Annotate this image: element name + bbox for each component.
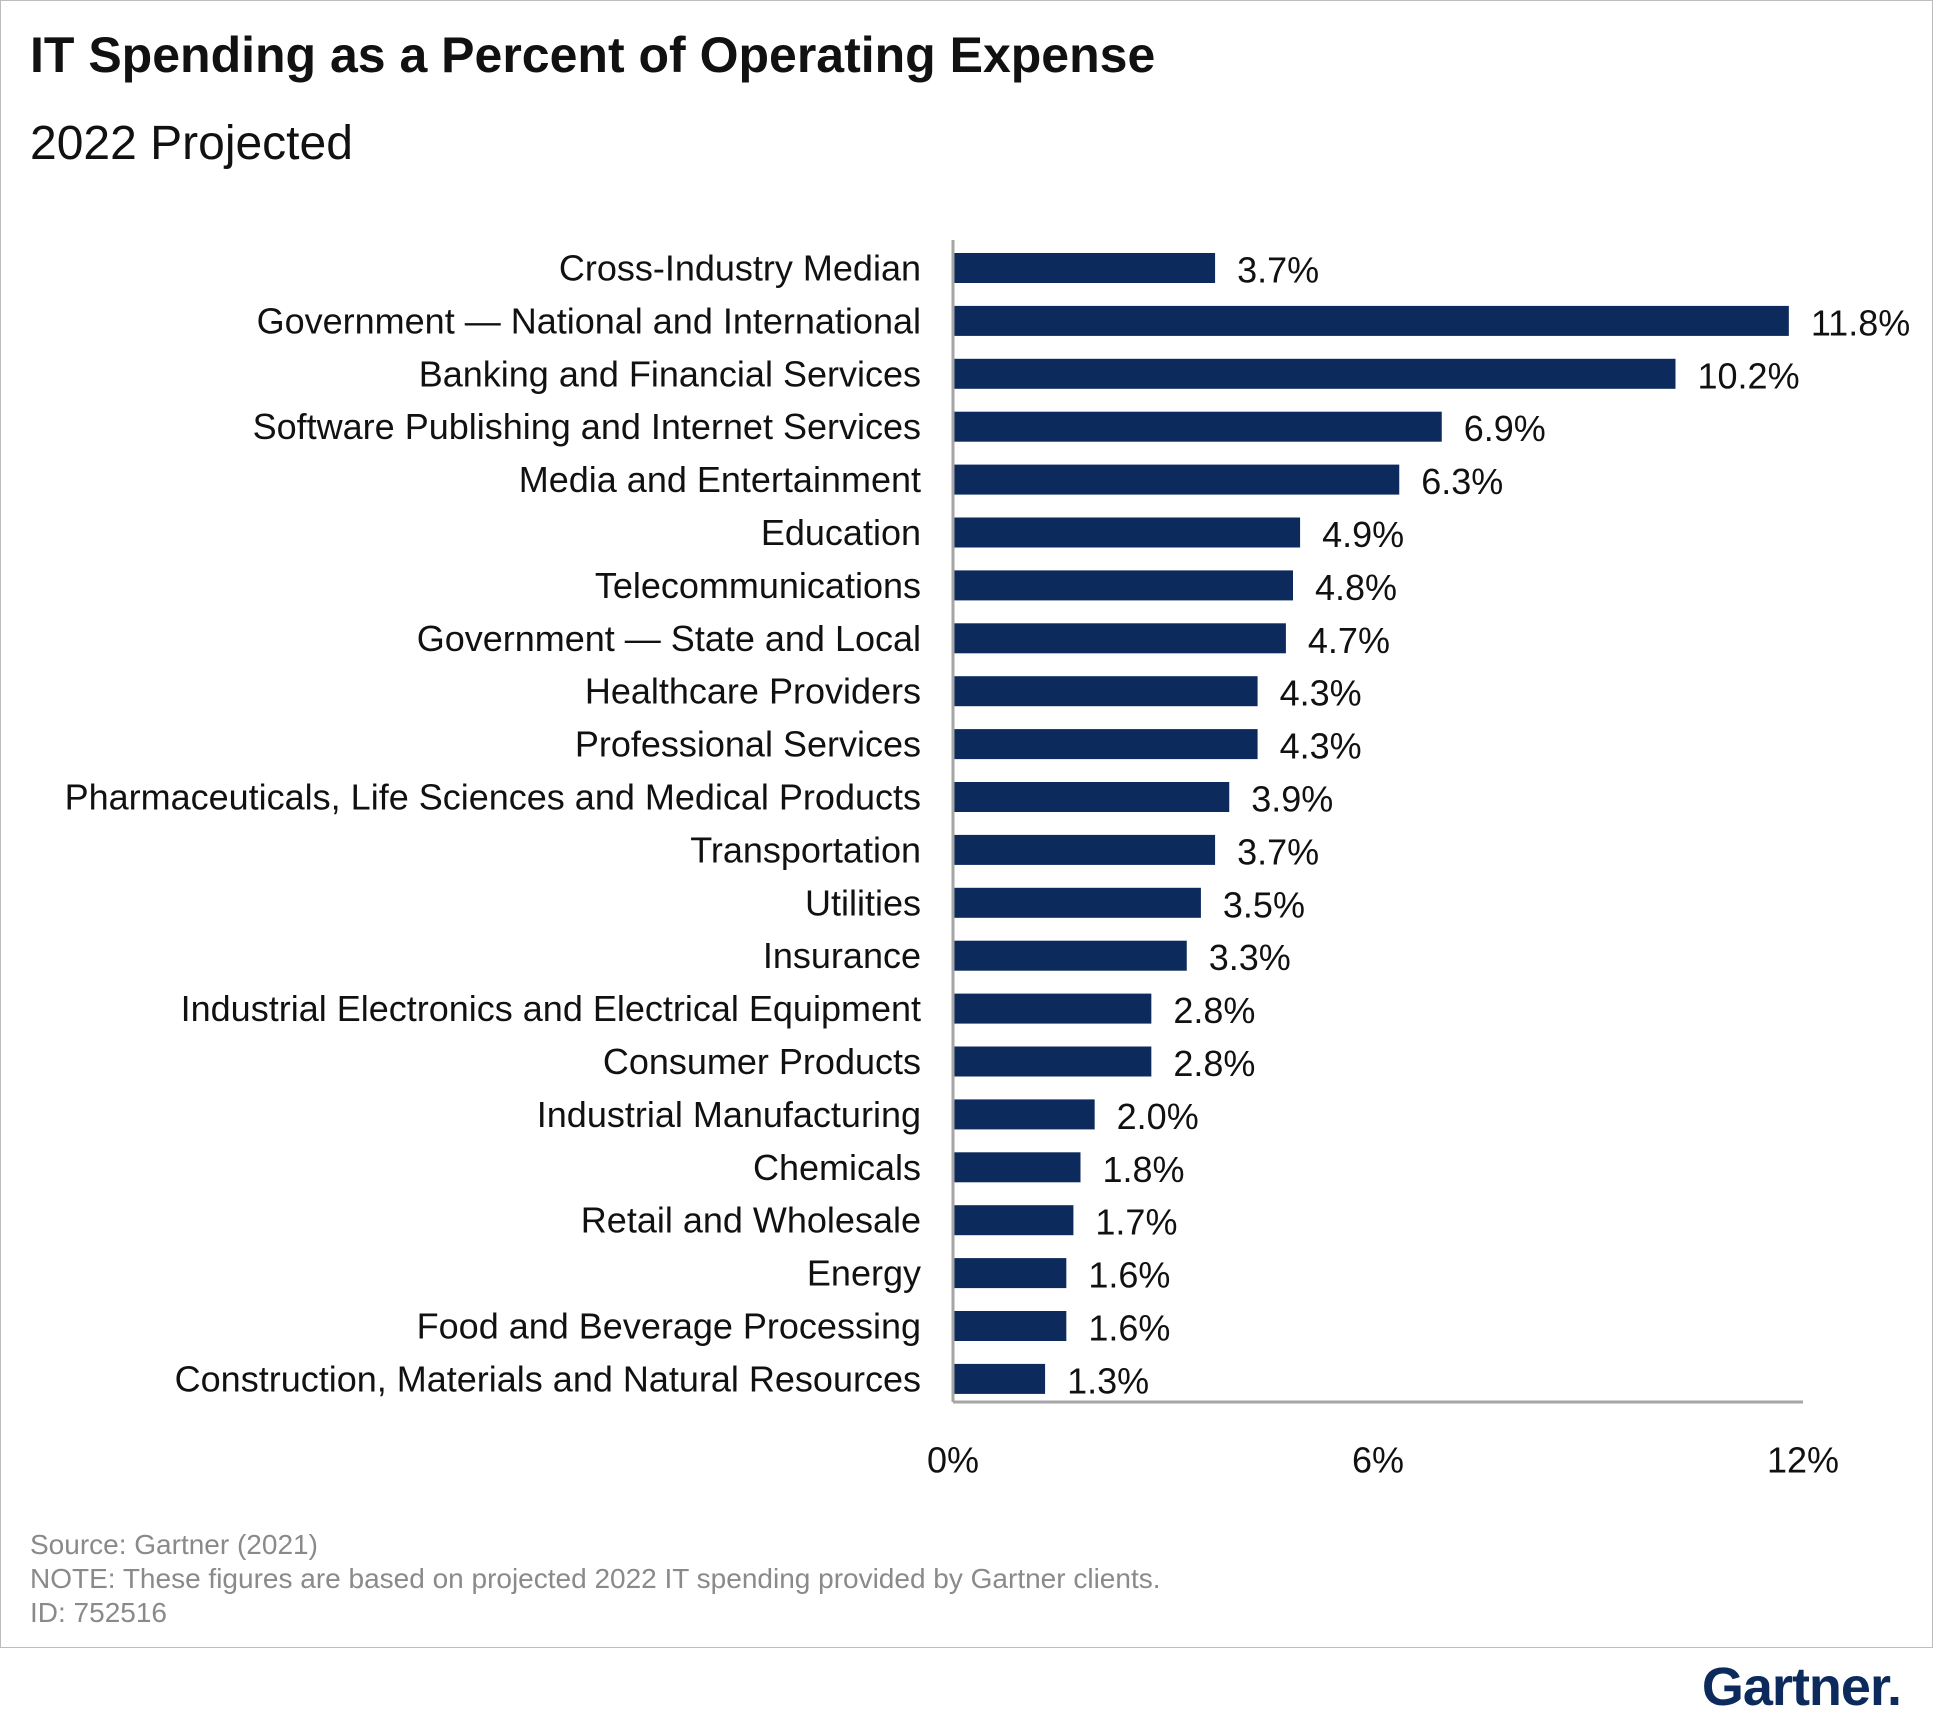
value-label: 1.6% <box>1088 1308 1170 1349</box>
value-label: 11.8% <box>1811 302 1910 343</box>
source-note: Source: Gartner (2021) <box>30 1529 318 1560</box>
bar <box>953 623 1286 654</box>
logo-mark: . <box>1886 1657 1902 1717</box>
category-label: Media and Entertainment <box>519 459 921 500</box>
category-label: Industrial Manufacturing <box>537 1094 921 1135</box>
value-label: 6.3% <box>1421 461 1503 502</box>
bar <box>953 729 1258 760</box>
chart-id: ID: 752516 <box>30 1597 167 1628</box>
bar <box>953 358 1676 389</box>
value-label: 2.8% <box>1173 990 1255 1031</box>
bar <box>953 834 1216 865</box>
category-label: Utilities <box>805 882 921 923</box>
bar <box>953 464 1400 495</box>
category-label: Construction, Materials and Natural Reso… <box>175 1358 921 1399</box>
bar <box>953 517 1301 548</box>
value-label: 3.7% <box>1237 831 1319 872</box>
bar <box>953 1363 1046 1394</box>
bar <box>953 1205 1074 1236</box>
bar-chart: Cross-Industry Median 3.7% Government — Na… <box>65 240 1910 1481</box>
category-label: Healthcare Providers <box>585 671 921 712</box>
bar <box>953 411 1442 442</box>
value-label: 6.9% <box>1464 408 1546 449</box>
value-label: 4.3% <box>1280 726 1362 767</box>
logo-text: Gartner <box>1701 1657 1888 1717</box>
category-label: Retail and Wholesale <box>581 1200 921 1241</box>
bar <box>953 887 1201 918</box>
value-label: 1.3% <box>1067 1360 1149 1401</box>
bar <box>953 782 1230 812</box>
category-label: Cross-Industry Median <box>559 248 921 289</box>
category-label: Transportation <box>690 829 921 870</box>
bar <box>953 1152 1081 1183</box>
bar <box>953 940 1187 971</box>
value-label: 3.3% <box>1209 937 1291 978</box>
value-label: 2.0% <box>1117 1096 1199 1137</box>
value-label: 3.7% <box>1237 250 1319 291</box>
bar <box>953 305 1789 336</box>
category-label: Telecommunications <box>595 565 921 606</box>
bar <box>953 1311 1067 1341</box>
chart-subtitle: 2022 Projected <box>30 117 353 170</box>
value-label: 1.7% <box>1095 1202 1177 1243</box>
category-label: Government — National and International <box>257 300 921 341</box>
category-label: Food and Beverage Processing <box>417 1306 921 1347</box>
category-label: Chemicals <box>753 1147 921 1188</box>
bar <box>953 676 1258 707</box>
bar <box>953 1099 1095 1130</box>
value-label: 4.7% <box>1308 620 1390 661</box>
chart-title: IT Spending as a Percent of Operating Ex… <box>30 27 1156 83</box>
footnotes: Source: Gartner (2021) NOTE: These figur… <box>30 1528 1161 1630</box>
note-text: NOTE: These figures are based on project… <box>30 1563 1161 1594</box>
category-label: Professional Services <box>575 724 921 765</box>
value-label: 1.6% <box>1088 1255 1170 1296</box>
bar <box>953 1258 1067 1289</box>
value-label: 10.2% <box>1698 355 1800 396</box>
category-label: Consumer Products <box>603 1041 921 1082</box>
value-label: 3.9% <box>1251 779 1333 820</box>
value-label: 1.8% <box>1103 1149 1185 1190</box>
category-label: Government — State and Local <box>417 618 921 659</box>
bar <box>953 570 1293 601</box>
bar <box>953 1046 1152 1077</box>
category-label: Energy <box>807 1253 921 1294</box>
category-label: Banking and Financial Services <box>419 353 921 394</box>
bar <box>953 993 1152 1024</box>
category-label: Pharmaceuticals, Life Sciences and Medic… <box>65 777 921 818</box>
gartner-logo: Gartner. <box>1701 1656 1902 1718</box>
value-label: 3.5% <box>1223 884 1305 925</box>
value-label: 4.3% <box>1280 673 1362 714</box>
x-tick-label: 0% <box>927 1440 979 1481</box>
value-label: 4.9% <box>1322 514 1404 555</box>
bar <box>953 253 1216 283</box>
x-tick-label: 6% <box>1352 1440 1404 1481</box>
category-label: Software Publishing and Internet Service… <box>253 406 921 447</box>
category-label: Insurance <box>763 935 921 976</box>
value-label: 2.8% <box>1173 1043 1255 1084</box>
value-label: 4.8% <box>1315 567 1397 608</box>
category-label: Education <box>761 512 921 553</box>
x-tick-label: 12% <box>1767 1440 1839 1481</box>
category-label: Industrial Electronics and Electrical Eq… <box>181 988 921 1029</box>
